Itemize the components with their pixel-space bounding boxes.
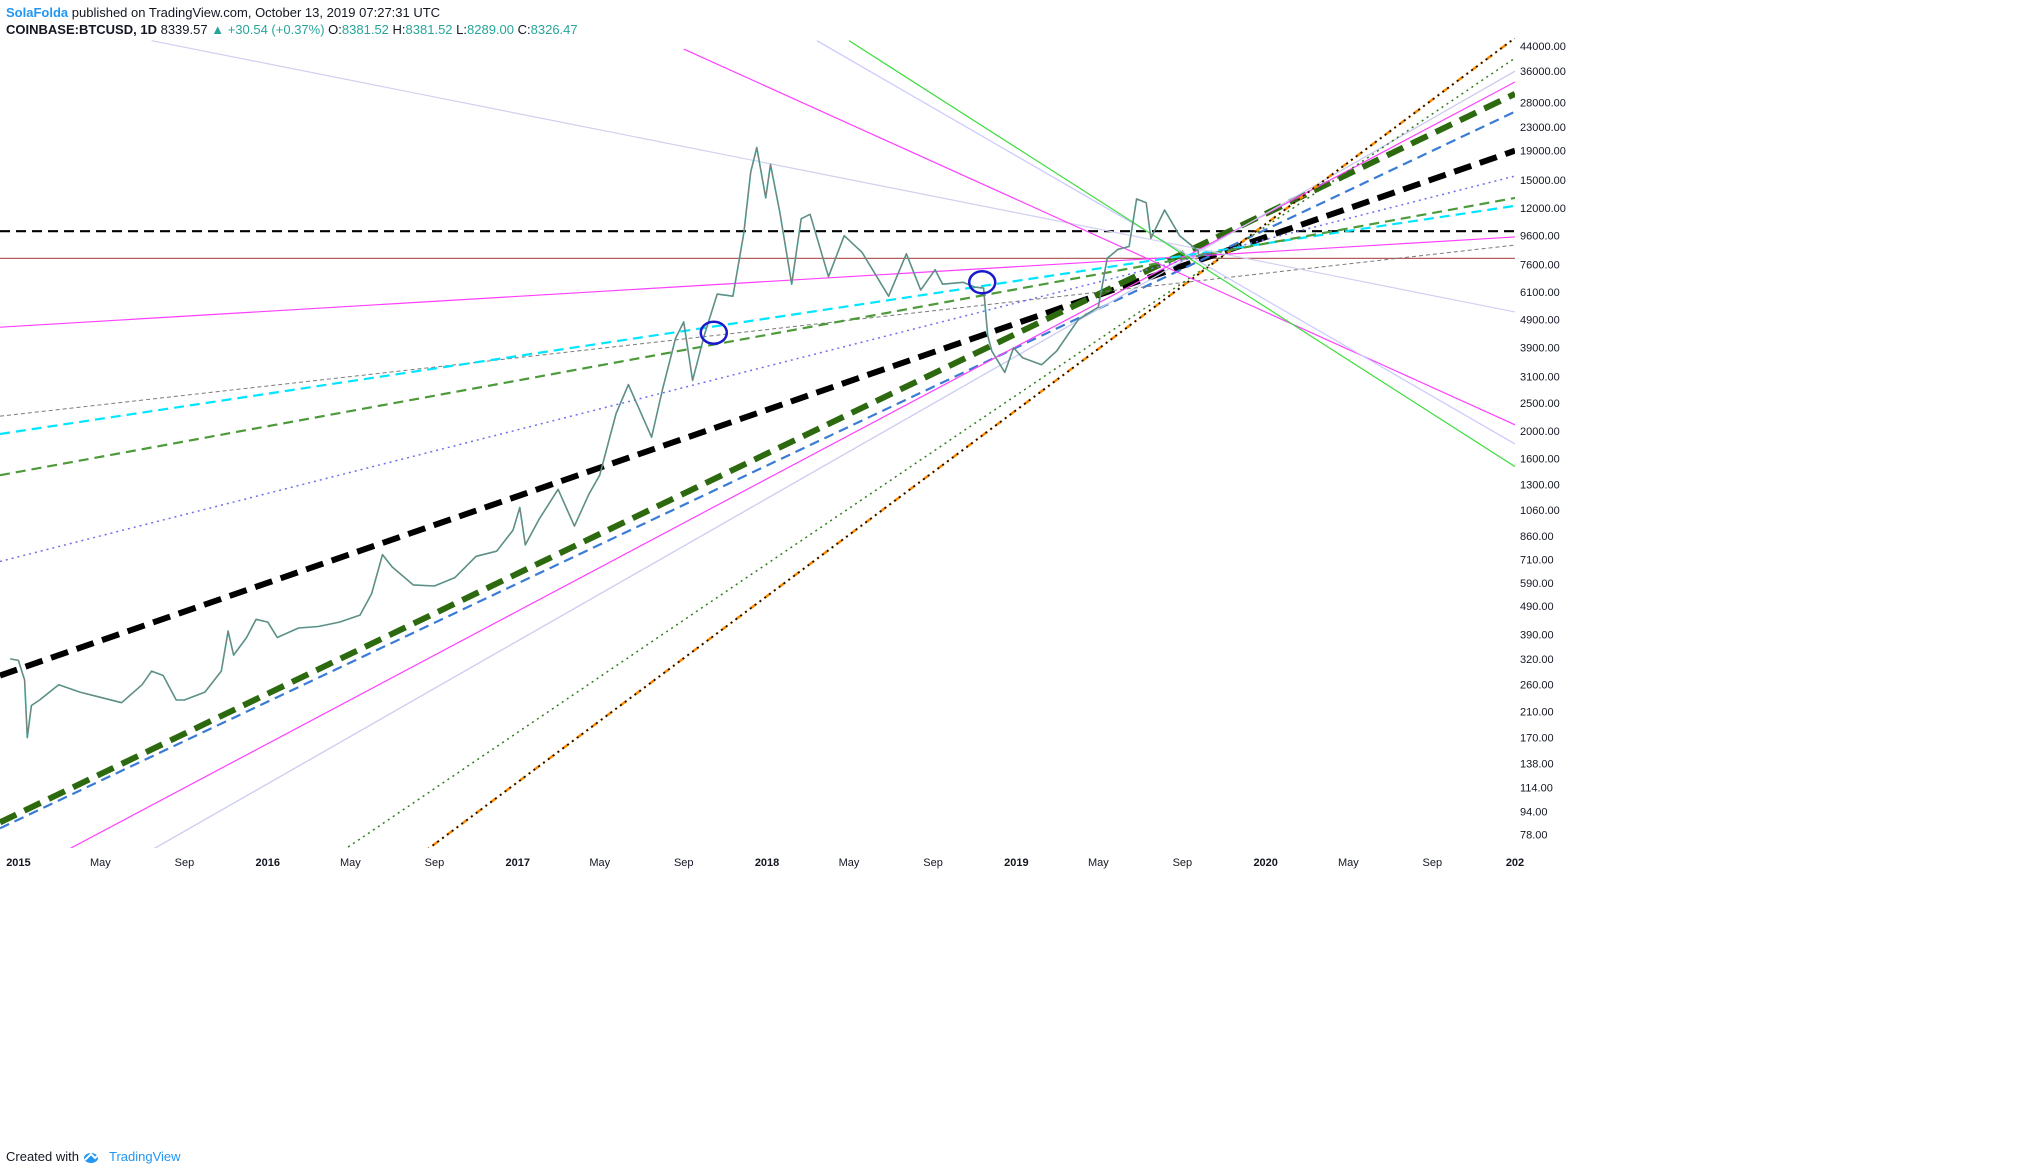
y-tick-label: 710.00 bbox=[1520, 555, 1554, 567]
y-tick-label: 1300.00 bbox=[1520, 479, 1560, 491]
trendline-5[interactable] bbox=[318, 57, 1515, 867]
x-tick-label: May bbox=[1088, 857, 1109, 869]
y-tick-label: 138.00 bbox=[1520, 759, 1554, 771]
x-tick-label: 2015 bbox=[6, 857, 30, 869]
trendline-12[interactable] bbox=[0, 175, 1515, 563]
x-tick-label: 2017 bbox=[506, 857, 530, 869]
y-tick-label: 490.00 bbox=[1520, 601, 1554, 613]
y-tick-label: 12000.00 bbox=[1520, 203, 1566, 215]
x-tick-label: Sep bbox=[1423, 857, 1443, 869]
trendline-6[interactable] bbox=[404, 38, 1515, 867]
y-tick-label: 2500.00 bbox=[1520, 398, 1560, 410]
y-tick-label: 320.00 bbox=[1520, 654, 1554, 666]
price-series-line bbox=[10, 146, 1212, 739]
high-value: 8381.52 bbox=[405, 22, 453, 37]
tradingview-logo-icon bbox=[83, 1149, 104, 1163]
y-tick-label: 23000.00 bbox=[1520, 122, 1566, 134]
y-tick-label: 3900.00 bbox=[1520, 343, 1560, 355]
tradingview-brand[interactable]: TradingView bbox=[108, 1149, 181, 1164]
published-text: published on TradingView.com, October 13… bbox=[71, 5, 441, 20]
trendline-11[interactable] bbox=[0, 196, 1515, 477]
price-series-shadow bbox=[10, 147, 1212, 738]
ellipse-annotation-1[interactable] bbox=[967, 270, 997, 295]
trendline-16[interactable] bbox=[848, 40, 1515, 468]
low-label: L: bbox=[456, 22, 467, 37]
x-tick-label: 2018 bbox=[755, 857, 779, 869]
price-axis[interactable]: 44000.00 36000.00 28000.00 23000.00 19000.00… bbox=[1520, 41, 1566, 841]
trendline-0[interactable] bbox=[0, 147, 1515, 679]
y-tick-label: 15000.00 bbox=[1520, 175, 1566, 187]
y-tick-label: 114.00 bbox=[1520, 782, 1553, 794]
close-label: C: bbox=[517, 22, 531, 37]
open-label: O: bbox=[328, 22, 342, 37]
y-tick-label: 4900.00 bbox=[1520, 314, 1560, 326]
x-tick-label: May bbox=[1338, 857, 1359, 869]
time-axis[interactable]: 2015 May Sep 2016 May Sep 2017 May Sep 2018 May Sep… bbox=[6, 857, 1524, 869]
trendline-8[interactable] bbox=[0, 236, 1515, 328]
y-tick-label: 2000.00 bbox=[1520, 426, 1560, 438]
y-tick-label: 170.00 bbox=[1520, 733, 1554, 745]
x-tick-label: 2016 bbox=[256, 857, 280, 869]
price-chart[interactable]: 44000.00 36000.00 28000.00 23000.00 19000.00… bbox=[0, 38, 2041, 1150]
x-tick-label: May bbox=[839, 857, 860, 869]
price-change: ▲ +30.54 (+0.37%) bbox=[211, 22, 325, 37]
y-tick-label: 36000.00 bbox=[1520, 66, 1566, 78]
y-tick-label: 3100.00 bbox=[1520, 371, 1560, 383]
x-tick-label: May bbox=[589, 857, 610, 869]
y-tick-label: 1600.00 bbox=[1520, 454, 1560, 466]
x-tick-label: Sep bbox=[175, 857, 195, 869]
symbol-label: COINBASE:BTCUSD, 1D bbox=[6, 22, 157, 37]
x-tick-label: 2019 bbox=[1004, 857, 1028, 869]
author-link[interactable]: SolaFolda bbox=[6, 5, 69, 20]
trendline-13[interactable] bbox=[151, 40, 1515, 313]
y-tick-label: 390.00 bbox=[1520, 629, 1554, 641]
trendline-7[interactable] bbox=[404, 38, 1515, 867]
y-tick-label: 210.00 bbox=[1520, 706, 1554, 718]
y-tick-label: 860.00 bbox=[1520, 531, 1554, 543]
symbol-line: COINBASE:BTCUSD, 1D 8339.57 ▲ +30.54 (+0… bbox=[6, 21, 578, 38]
y-tick-label: 78.00 bbox=[1520, 830, 1548, 842]
footer: Created with TradingView bbox=[6, 1149, 181, 1164]
y-tick-label: 1060.00 bbox=[1520, 505, 1560, 517]
price-series-layer bbox=[10, 146, 1212, 739]
drawing-layer bbox=[0, 38, 1515, 867]
y-tick-label: 44000.00 bbox=[1520, 41, 1566, 53]
publish-line: SolaFolda published on TradingView.com, … bbox=[6, 4, 578, 21]
y-tick-label: 6100.00 bbox=[1520, 287, 1560, 299]
trendline-9[interactable] bbox=[0, 244, 1515, 417]
annotation-layer bbox=[699, 270, 997, 345]
trendline-3[interactable] bbox=[35, 81, 1515, 867]
y-tick-label: 590.00 bbox=[1520, 578, 1554, 590]
y-tick-label: 9600.00 bbox=[1520, 231, 1560, 243]
y-tick-label: 94.00 bbox=[1520, 806, 1548, 818]
x-tick-label: 2020 bbox=[1253, 857, 1277, 869]
last-price: 8339.57 bbox=[160, 22, 208, 37]
trendline-2[interactable] bbox=[0, 110, 1515, 830]
open-value: 8381.52 bbox=[341, 22, 389, 37]
ellipse-annotation-0[interactable] bbox=[699, 320, 729, 345]
x-tick-label: May bbox=[90, 857, 111, 869]
x-tick-label: Sep bbox=[674, 857, 694, 869]
trendline-15[interactable] bbox=[816, 40, 1515, 445]
y-tick-label: 28000.00 bbox=[1520, 97, 1566, 109]
trendline-1[interactable] bbox=[0, 91, 1515, 826]
low-value: 8289.00 bbox=[467, 22, 514, 37]
x-tick-label: Sep bbox=[1173, 857, 1193, 869]
y-tick-label: 19000.00 bbox=[1520, 146, 1566, 158]
created-with-text: Created with bbox=[6, 1149, 79, 1164]
x-tick-label: May bbox=[340, 857, 361, 869]
x-tick-label: Sep bbox=[425, 857, 445, 869]
y-tick-label: 7600.00 bbox=[1520, 260, 1560, 272]
chart-header: SolaFolda published on TradingView.com, … bbox=[6, 4, 578, 38]
close-value: 8326.47 bbox=[530, 22, 578, 37]
high-label: H: bbox=[392, 22, 406, 37]
trendline-10[interactable] bbox=[0, 204, 1515, 436]
x-tick-label: 202 bbox=[1506, 857, 1524, 869]
y-tick-label: 260.00 bbox=[1520, 680, 1554, 692]
x-tick-label: Sep bbox=[923, 857, 943, 869]
trendline-4[interactable] bbox=[122, 70, 1515, 867]
trendline-14[interactable] bbox=[683, 48, 1515, 426]
